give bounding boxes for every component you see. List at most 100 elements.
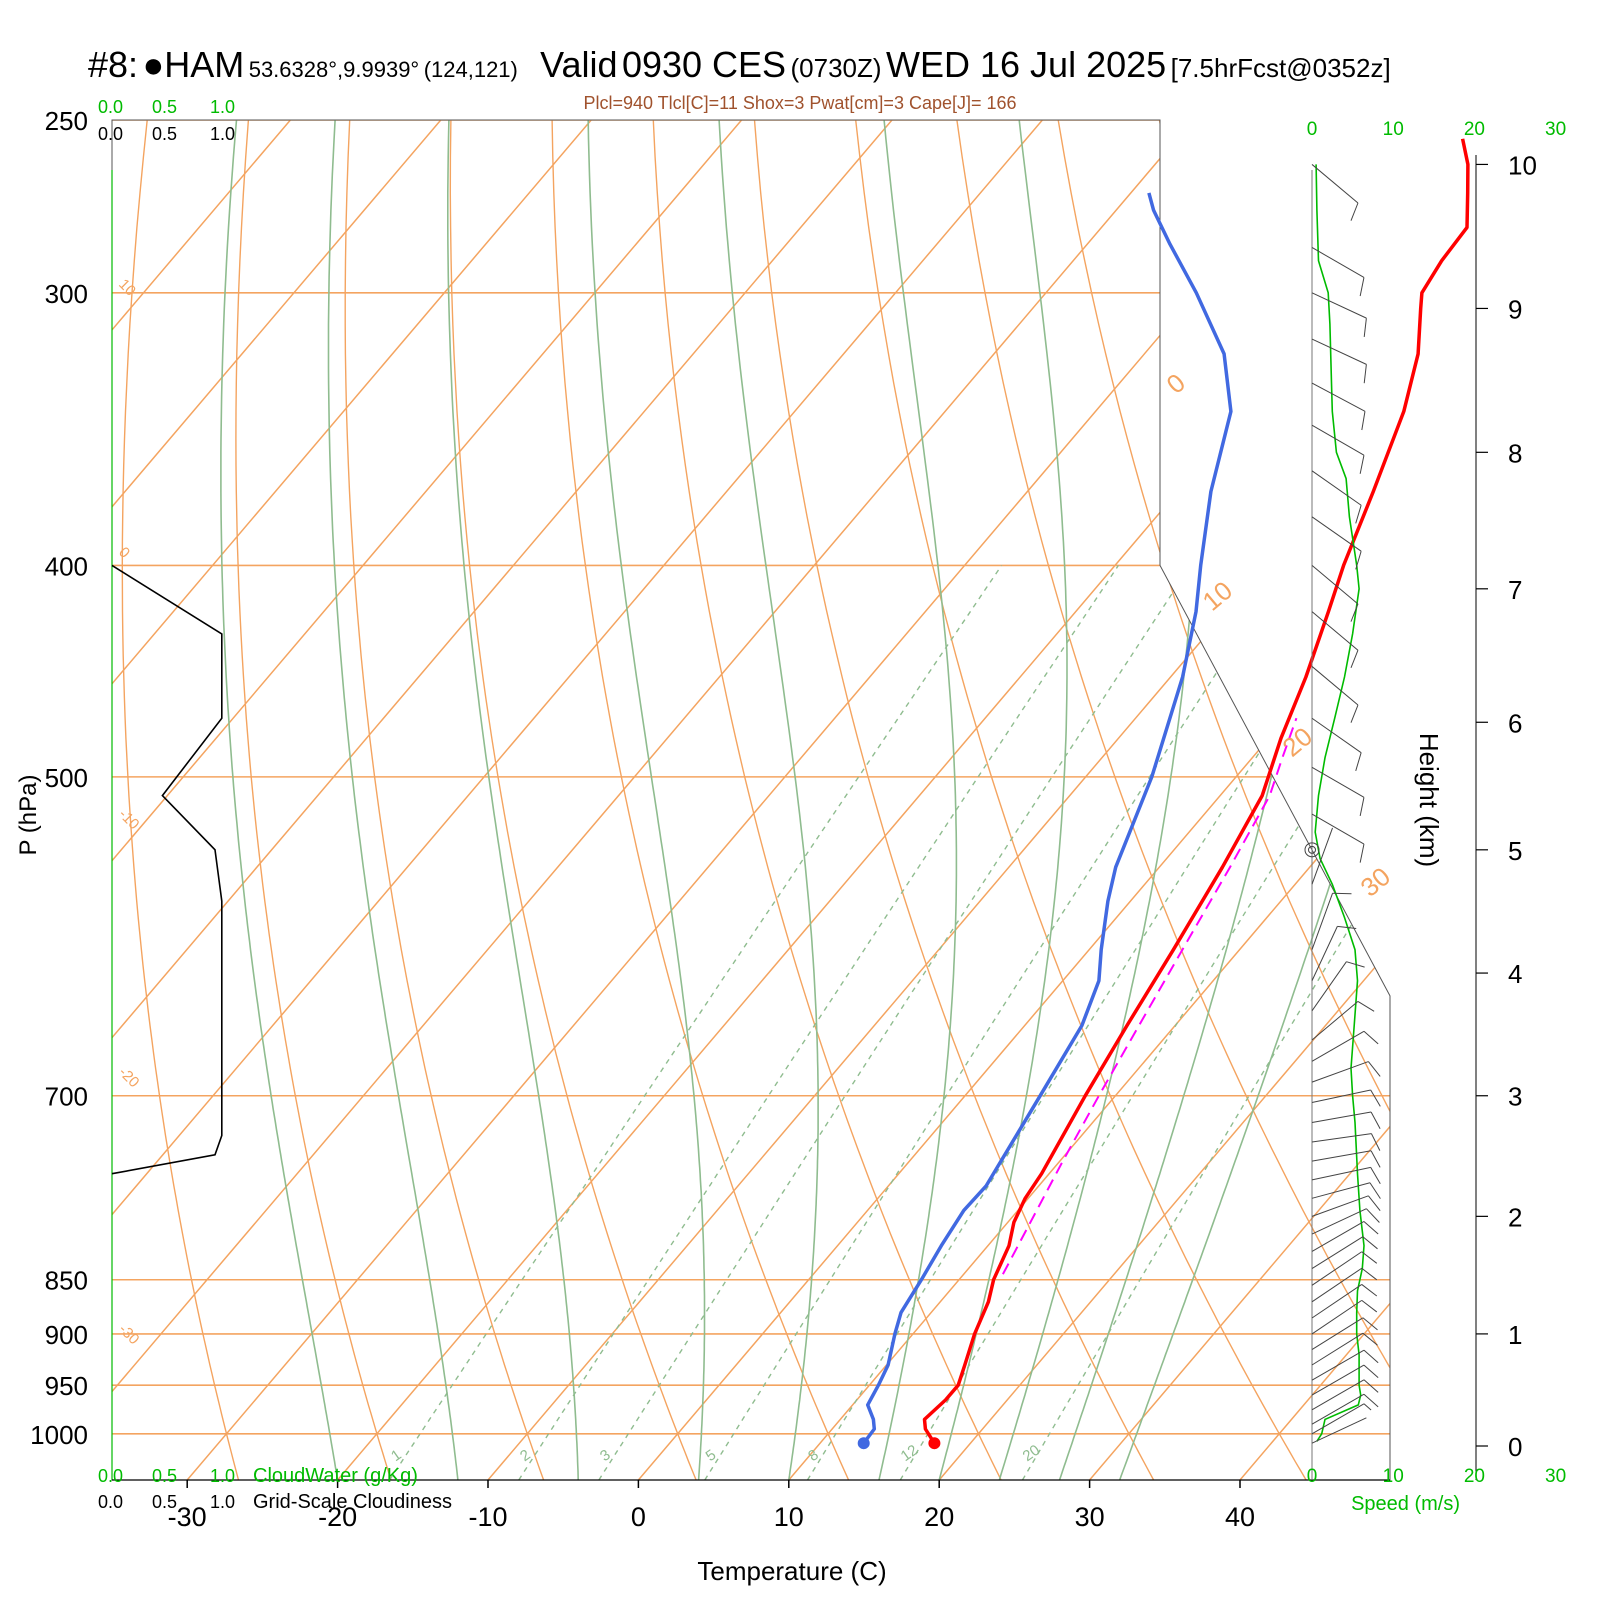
dry-adiabat: [651, 120, 1002, 1480]
mixing-ratio-line: [598, 565, 1192, 1480]
isotherm-line: [112, 120, 1043, 1480]
wind-barb: [1311, 1030, 1379, 1062]
wind-speed-line: [1314, 164, 1365, 1442]
wind-barb: [1311, 1393, 1379, 1425]
wind-barb-flag: [1370, 1167, 1381, 1185]
mixing-ratio-line: [518, 565, 1119, 1480]
pressure-tick-label: 850: [45, 1266, 88, 1296]
surface-dewpoint-dot: [857, 1437, 870, 1450]
wind-barb: [1311, 338, 1367, 384]
wind-barb: [1311, 717, 1362, 771]
wind-speed-scale-bottom: 30: [1545, 1466, 1566, 1487]
valid-label: Valid: [540, 44, 618, 85]
wind-barb-staff: [1311, 424, 1365, 456]
wind-speed-label: Speed (m/s): [1351, 1493, 1460, 1515]
wind-barb-flag: [1359, 455, 1365, 474]
cloudiness-scale-bottom: 0.5: [152, 1492, 177, 1512]
wind-barb-staff: [1311, 1364, 1365, 1396]
temperature-tick-label: 20: [924, 1502, 954, 1532]
wind-barb-flag: [1366, 1208, 1380, 1223]
cloudwater-scale-top: 1.0: [210, 97, 235, 117]
height-tick-label: 7: [1508, 575, 1522, 605]
moist-adiabat: [878, 120, 958, 1480]
wind-barb-flag: [1363, 364, 1367, 384]
isotherm-line: [186, 120, 1344, 1480]
wind-barb-flag: [1363, 318, 1367, 338]
wind-speed-scale-top: 0: [1307, 119, 1318, 140]
wind-barb: [1311, 164, 1359, 221]
axis-labels: 1 2 3 5 8 12 202503004005007008509009501000-30…: [15, 97, 1537, 1586]
height-tick-label: 2: [1508, 1202, 1522, 1232]
isotherm-line: [487, 120, 1390, 1480]
wind-barb-flag: [1361, 1299, 1378, 1313]
wind-barb-staff: [1311, 813, 1365, 845]
temperature-tick-label: 10: [774, 1502, 804, 1532]
mixing-ratio-line: [388, 565, 1003, 1480]
wind-barb-staff: [1311, 1393, 1365, 1425]
wind-barb-flag: [1337, 925, 1357, 930]
wind-barb: [1311, 1236, 1378, 1269]
mixing-ratio-label: 2: [517, 1446, 534, 1465]
mixing-ratio-label: 1: [388, 1446, 405, 1465]
mixing-ratio-label: 3: [597, 1446, 614, 1465]
dewpoint-trace: [862, 192, 1233, 1445]
wind-barb: [1311, 1284, 1378, 1319]
temperature-tick-label: -20: [318, 1502, 357, 1532]
wind-barb-flag: [1363, 1379, 1379, 1393]
wind-barb-flag: [1350, 650, 1359, 669]
temperature-tick-label: 0: [631, 1502, 646, 1532]
wind-barb-staff: [1311, 1332, 1364, 1366]
wind-barb-staff: [1311, 1195, 1369, 1217]
wind-barb: [1311, 1417, 1367, 1444]
wind-barb: [1311, 1182, 1381, 1199]
wind-barb-staff: [1311, 164, 1359, 204]
wind-barb-flag: [1357, 1000, 1375, 1012]
wind-barb-flag: [1361, 411, 1366, 431]
wind-barb-flag: [1361, 1267, 1378, 1281]
wind-barb-flag: [1363, 1364, 1379, 1379]
pressure-tick-label: 950: [45, 1371, 88, 1401]
wind-barb: [1311, 1299, 1378, 1335]
height-tick-label: 0: [1508, 1432, 1522, 1462]
isotherm-label: 0: [1161, 367, 1191, 399]
wind-barb-staff: [1311, 1111, 1372, 1123]
wind-barb-flag: [1355, 752, 1362, 771]
wind-barb: [1311, 1403, 1372, 1435]
isotherm-line: [1089, 120, 1390, 1480]
wind-barb: [1311, 1267, 1378, 1303]
dry-adiabat: [951, 120, 1390, 1480]
cloudwater-scale-bottom: 0.0: [98, 1466, 123, 1486]
temperature-tick-label: -30: [168, 1502, 207, 1532]
wind-barb: [1311, 516, 1362, 570]
isotherm-line: [337, 120, 1390, 1480]
surface-temperature-dot: [928, 1437, 941, 1450]
wind-barb-flag: [1359, 277, 1365, 297]
pressure-tick-label: 250: [45, 106, 88, 136]
height-tick-label: 10: [1508, 150, 1537, 180]
wind-barb-flag: [1361, 1284, 1378, 1297]
pressure-tick-label: 1000: [30, 1420, 88, 1450]
wind-barb-flag: [1370, 1111, 1381, 1129]
wind-barb: [1311, 1208, 1380, 1235]
wind-barb: [1311, 1061, 1381, 1083]
wind-barb: [1311, 1166, 1381, 1185]
wind-barb-staff: [1311, 1182, 1371, 1199]
wind-barb: [1311, 292, 1367, 338]
wind-barb: [1311, 813, 1365, 863]
moist-adiabat: [327, 120, 459, 1480]
pressure-tick-label: 300: [45, 279, 88, 309]
wind-barb-staff: [1311, 717, 1362, 754]
wind-barb-staff: [1311, 382, 1366, 412]
wind-barb-staff: [1311, 1349, 1365, 1381]
moist-adiabat: [587, 120, 706, 1480]
wind-barb: [1311, 1089, 1381, 1107]
isotherm-line: [112, 120, 291, 1480]
height-tick-label: 1: [1508, 1320, 1522, 1350]
wind-barb-flag: [1362, 1236, 1378, 1250]
cloudiness-scale-bottom: 1.0: [210, 1492, 235, 1512]
cloudiness-label: Grid-Scale Cloudiness: [253, 1491, 452, 1513]
cloudwater-scale-top: 0.0: [98, 97, 123, 117]
wind-speed-scale-bottom: 20: [1464, 1466, 1485, 1487]
